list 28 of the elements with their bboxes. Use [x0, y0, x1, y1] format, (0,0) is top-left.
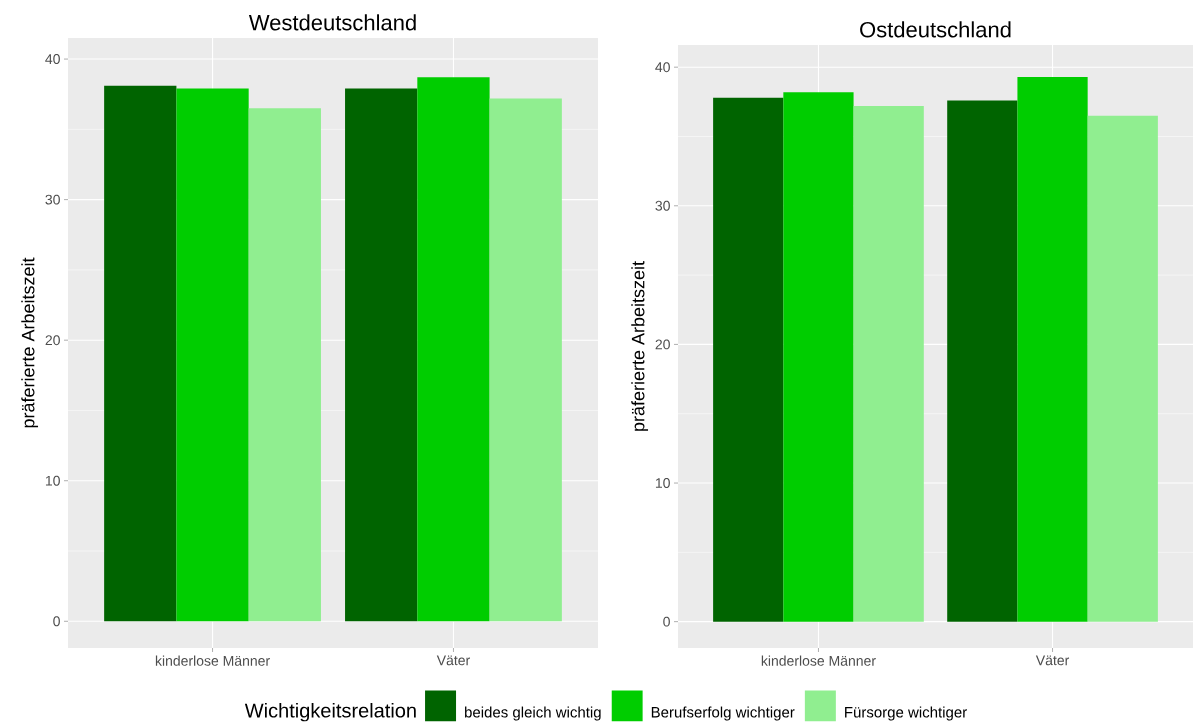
bar — [176, 88, 249, 622]
bar — [417, 77, 490, 622]
y-axis-title: präferierte Arbeitszeit — [21, 257, 39, 428]
y-axis-title: präferierte Arbeitszeit — [631, 261, 649, 432]
bar — [248, 108, 321, 622]
x-tick-label: Väter — [1035, 655, 1070, 666]
y-tick-label: 20 — [45, 335, 60, 346]
y-tick-label: 10 — [45, 475, 60, 486]
x-tick-label: kinderlose Männer — [155, 655, 270, 667]
bar — [489, 98, 562, 622]
y-tick-label: 40 — [655, 62, 670, 73]
legend-title: Wichtigkeitsrelation — [244, 703, 416, 722]
bar — [345, 88, 418, 622]
y-tick-label: 0 — [53, 616, 60, 627]
y-tick-label: 20 — [655, 339, 670, 350]
y-tick-label: 40 — [45, 54, 60, 65]
legend-label: beides gleich wichtig — [465, 706, 601, 721]
bar — [104, 86, 177, 622]
y-tick-label: 30 — [45, 194, 60, 205]
x-tick-label: kinderlose Männer — [761, 655, 876, 667]
legend-label: Fürsorge wichtiger — [845, 706, 967, 721]
y-tick-label: 0 — [663, 616, 670, 627]
x-tick-label: Väter — [436, 655, 470, 666]
chart-title: Ostdeutschland — [860, 21, 1011, 38]
legend-label: Berufserfolg wichtiger — [651, 706, 795, 721]
y-tick-label: 10 — [655, 478, 670, 489]
chart-title: Westdeutschland — [248, 14, 416, 31]
y-tick-label: 30 — [655, 201, 670, 211]
